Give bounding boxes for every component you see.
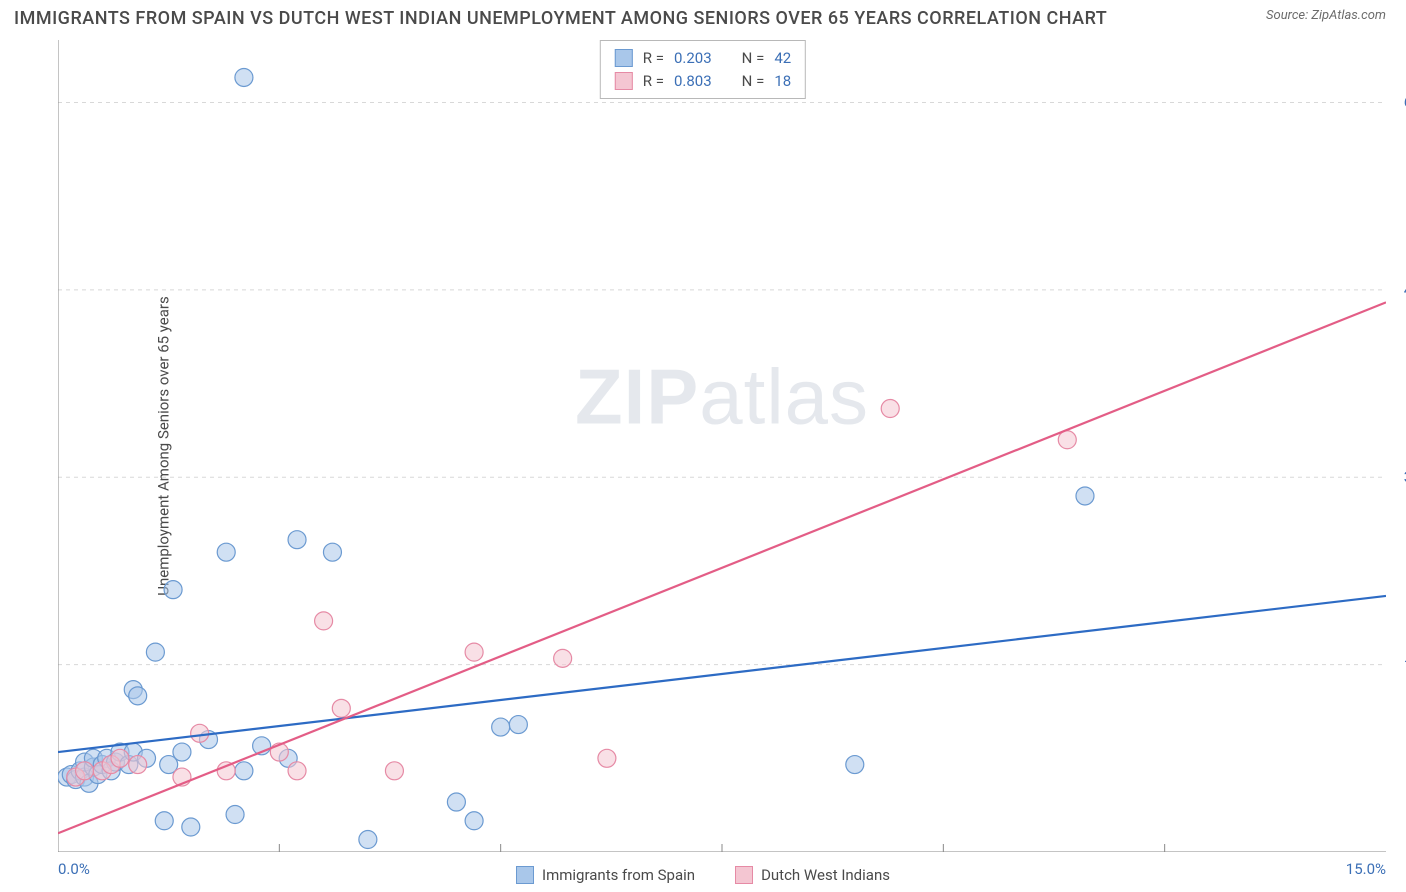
legend-item-dutch: Dutch West Indians	[735, 866, 890, 884]
r-label: R =	[643, 70, 664, 93]
source-credit: Source: ZipAtlas.com	[1266, 8, 1386, 23]
series-legend: Immigrants from Spain Dutch West Indians	[0, 866, 1406, 884]
correlation-legend: R = 0.203 N = 42 R = 0.803 N = 18	[600, 40, 806, 99]
n-value-spain: 42	[774, 47, 791, 70]
corr-row-dutch: R = 0.803 N = 18	[615, 70, 791, 93]
legend-item-spain: Immigrants from Spain	[516, 866, 695, 884]
corr-row-spain: R = 0.203 N = 42	[615, 47, 791, 70]
chart-title: IMMIGRANTS FROM SPAIN VS DUTCH WEST INDI…	[14, 8, 1107, 29]
legend-label-dutch: Dutch West Indians	[761, 866, 890, 884]
swatch-dutch	[735, 866, 753, 884]
swatch-spain	[516, 866, 534, 884]
n-value-dutch: 18	[774, 70, 791, 93]
r-value-spain: 0.203	[674, 47, 712, 70]
r-value-dutch: 0.803	[674, 70, 712, 93]
n-label: N =	[742, 47, 765, 70]
swatch-spain	[615, 49, 633, 67]
chart-area: Unemployment Among Seniors over 65 years…	[48, 40, 1386, 852]
r-label: R =	[643, 47, 664, 70]
plot-svg	[58, 40, 1386, 852]
legend-label-spain: Immigrants from Spain	[542, 866, 695, 884]
swatch-dutch	[615, 72, 633, 90]
scatter-plot: ZIPatlas 15.0%30.0%45.0%60.0%0.0%15.0%	[58, 40, 1386, 852]
n-label: N =	[742, 70, 765, 93]
